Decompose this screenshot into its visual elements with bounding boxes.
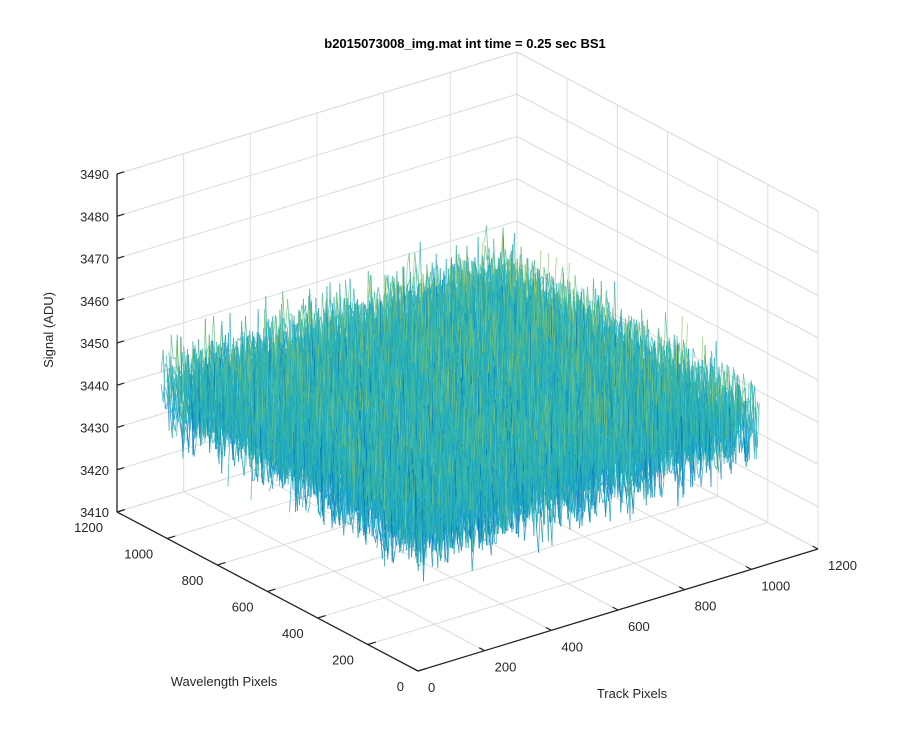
x-tick-label: 0 bbox=[428, 680, 435, 695]
z-tick-label: 3430 bbox=[80, 421, 109, 436]
y-tick-mark bbox=[167, 536, 175, 538]
y-tick-label: 800 bbox=[182, 573, 204, 588]
chart-title: b2015073008_img.mat int time = 0.25 sec … bbox=[324, 36, 605, 51]
x-tick-mark bbox=[613, 607, 618, 610]
x-tick-mark bbox=[546, 627, 551, 630]
y-tick-label: 400 bbox=[282, 626, 304, 641]
y-tick-label: 1200 bbox=[74, 520, 103, 535]
z-tick-label: 3450 bbox=[80, 336, 109, 351]
z-tick-mark bbox=[117, 510, 124, 512]
y-tick-mark bbox=[217, 563, 225, 565]
x-tick-label: 400 bbox=[561, 639, 583, 654]
y-tick-label: 1000 bbox=[124, 547, 153, 562]
z-tick-label: 3480 bbox=[80, 209, 109, 224]
x-tick-mark bbox=[679, 587, 684, 590]
z-tick-mark bbox=[117, 425, 124, 427]
z-tick-label: 3460 bbox=[80, 294, 109, 309]
x-tick-mark bbox=[413, 668, 418, 671]
z-tick-mark bbox=[117, 341, 124, 343]
x-tick-mark bbox=[479, 648, 484, 651]
z-tick-label: 3420 bbox=[80, 463, 109, 478]
z-tick-label: 3440 bbox=[80, 378, 109, 393]
x-tick-mark bbox=[813, 546, 818, 549]
y-tick-label: 200 bbox=[332, 653, 354, 668]
y-axis-label: Wavelength Pixels bbox=[171, 674, 278, 689]
z-tick-mark bbox=[117, 299, 124, 301]
x-tick-label: 600 bbox=[628, 619, 650, 634]
x-tick-label: 800 bbox=[695, 599, 717, 614]
x-tick-label: 200 bbox=[495, 660, 517, 675]
z-tick-label: 3410 bbox=[80, 505, 109, 520]
z-tick-label: 3470 bbox=[80, 252, 109, 267]
z-tick-mark bbox=[117, 172, 124, 174]
x-tick-label: 1000 bbox=[761, 578, 790, 593]
z-tick-mark bbox=[117, 383, 124, 385]
y-tick-label: 600 bbox=[232, 600, 254, 615]
z-axis-label: Signal (ADU) bbox=[41, 292, 56, 368]
x-axis-label: Track Pixels bbox=[597, 686, 668, 701]
z-tick-mark bbox=[117, 468, 124, 470]
z-tick-label: 3490 bbox=[80, 167, 109, 182]
y-tick-mark bbox=[318, 616, 326, 618]
x-tick-mark bbox=[746, 566, 751, 569]
y-tick-label: 0 bbox=[397, 679, 404, 694]
y-tick-mark bbox=[368, 642, 376, 644]
z-tick-mark bbox=[117, 256, 124, 258]
x-tick-label: 1200 bbox=[828, 558, 857, 573]
y-tick-mark bbox=[418, 669, 426, 671]
z-tick-mark bbox=[117, 214, 124, 216]
y-tick-mark bbox=[268, 589, 276, 591]
